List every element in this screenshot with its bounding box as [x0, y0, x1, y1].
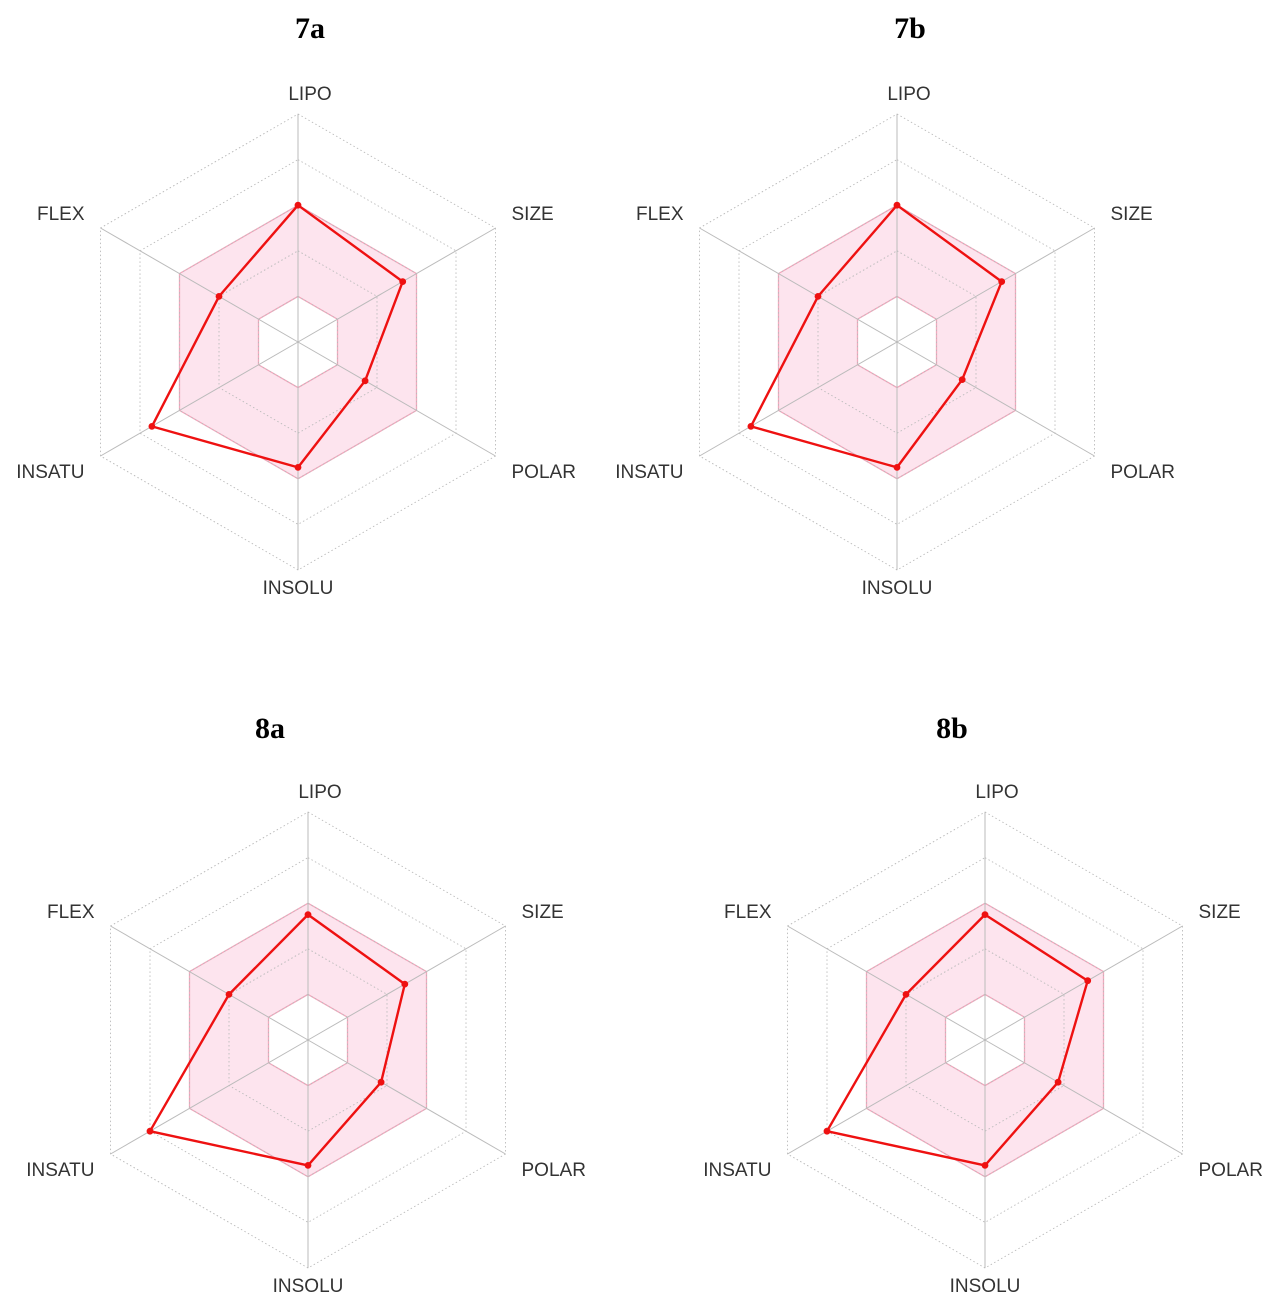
axis-label-polar: POLAR [522, 1160, 586, 1181]
axis-label-flex: FLEX [636, 204, 684, 225]
axis-spoke [984, 925, 1183, 1041]
axis-spoke [110, 925, 309, 1041]
data-point-insatu [823, 1127, 831, 1135]
data-point-insatu [146, 1127, 154, 1135]
axis-label-lipo: LIPO [288, 84, 331, 105]
axis-label-lipo: LIPO [887, 84, 930, 105]
axis-label-insatu: INSATU [615, 462, 683, 483]
data-point-polar [1054, 1078, 1062, 1086]
axis-label-size: SIZE [1199, 902, 1241, 923]
data-point-insatu [148, 423, 156, 430]
axis-label-insatu: INSATU [26, 1160, 94, 1181]
axis-label-insatu: INSATU [16, 462, 84, 483]
axis-label-polar: POLAR [1199, 1160, 1263, 1181]
axis-label-insatu: INSATU [703, 1160, 771, 1181]
axis-label-polar: POLAR [512, 462, 576, 483]
data-point-lipo [294, 201, 302, 209]
optimal-range-band [189, 903, 427, 1177]
axis-label-insolu: INSOLU [862, 578, 933, 599]
data-point-insolu [893, 464, 901, 471]
axis-spoke [110, 1039, 309, 1155]
axis-spoke [787, 925, 986, 1041]
data-point-polar [377, 1078, 385, 1086]
axis-spoke [699, 227, 898, 343]
data-point-lipo [981, 911, 989, 918]
axis-spoke [297, 227, 496, 343]
data-point-polar [958, 376, 966, 383]
data-point-insolu [304, 1162, 312, 1169]
chart-title: 8a [255, 712, 285, 745]
axis-label-insolu: INSOLU [273, 1276, 344, 1292]
axis-label-lipo: LIPO [298, 782, 341, 803]
axis-label-polar: POLAR [1111, 462, 1175, 483]
axis-label-size: SIZE [512, 204, 554, 225]
data-point-flex [225, 991, 233, 998]
chart-title: 7a [295, 12, 325, 45]
data-point-size [399, 278, 407, 285]
data-point-size [401, 980, 409, 988]
data-point-size [998, 278, 1006, 285]
axis-label-flex: FLEX [37, 204, 85, 225]
data-point-lipo [893, 201, 901, 209]
chart-title: 7b [894, 12, 926, 45]
axis-spoke [896, 227, 1095, 343]
data-point-flex [902, 991, 910, 998]
axis-spoke [787, 1039, 986, 1155]
data-point-insolu [981, 1162, 989, 1169]
axis-spoke [307, 1039, 506, 1155]
axis-spoke [100, 341, 299, 457]
axis-spoke [984, 1039, 1183, 1155]
data-point-polar [361, 377, 369, 385]
data-point-flex [814, 293, 822, 300]
axis-spoke [297, 341, 496, 457]
chart-title: 8b [936, 712, 968, 745]
axis-spoke [699, 341, 898, 457]
axis-label-insolu: INSOLU [263, 578, 334, 599]
axis-label-flex: FLEX [47, 902, 95, 923]
axis-label-lipo: LIPO [975, 782, 1018, 803]
data-point-flex [215, 293, 223, 300]
axis-label-flex: FLEX [724, 902, 772, 923]
data-point-lipo [304, 911, 312, 918]
axis-label-size: SIZE [522, 902, 564, 923]
axis-label-size: SIZE [1111, 204, 1153, 225]
data-point-size [1084, 977, 1092, 985]
axis-spoke [100, 227, 299, 343]
axis-spoke [896, 341, 1095, 457]
optimal-range-band [866, 903, 1104, 1177]
data-point-insatu [747, 423, 755, 430]
data-point-insolu [294, 464, 302, 471]
axis-label-insolu: INSOLU [950, 1276, 1021, 1292]
